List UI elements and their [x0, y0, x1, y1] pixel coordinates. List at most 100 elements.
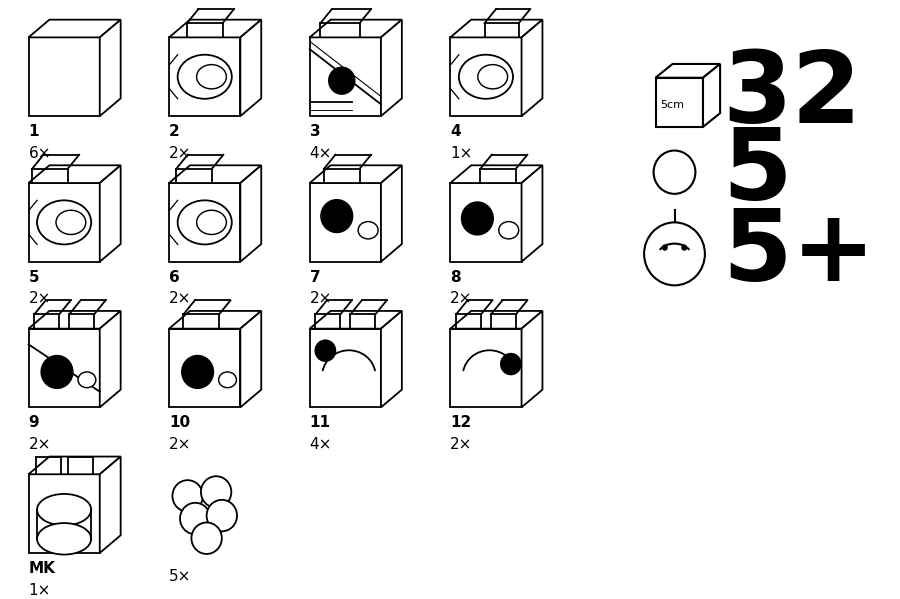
- Text: 2: 2: [169, 124, 180, 139]
- Polygon shape: [450, 183, 522, 262]
- Polygon shape: [29, 329, 100, 407]
- Polygon shape: [522, 165, 543, 262]
- Text: 5cm: 5cm: [661, 100, 684, 110]
- Text: 6×: 6×: [29, 146, 51, 161]
- Ellipse shape: [56, 210, 86, 234]
- Polygon shape: [100, 20, 121, 116]
- Text: 3: 3: [310, 124, 320, 139]
- Polygon shape: [310, 165, 402, 183]
- Text: 5×: 5×: [169, 568, 192, 584]
- Polygon shape: [655, 78, 703, 127]
- Ellipse shape: [219, 372, 237, 388]
- Circle shape: [173, 480, 202, 512]
- Polygon shape: [169, 329, 240, 407]
- Polygon shape: [29, 183, 100, 262]
- Polygon shape: [100, 456, 121, 553]
- Polygon shape: [310, 311, 402, 329]
- Polygon shape: [240, 20, 261, 116]
- Polygon shape: [522, 311, 543, 407]
- Polygon shape: [29, 20, 121, 37]
- Text: 5: 5: [722, 123, 792, 220]
- Polygon shape: [450, 20, 543, 37]
- Ellipse shape: [177, 55, 232, 99]
- Polygon shape: [522, 20, 543, 116]
- Text: 2×: 2×: [29, 437, 51, 452]
- Polygon shape: [381, 165, 402, 262]
- Polygon shape: [450, 165, 543, 183]
- Text: 5: 5: [29, 270, 39, 285]
- Circle shape: [321, 200, 353, 232]
- Text: 9: 9: [29, 415, 39, 430]
- Text: 4×: 4×: [310, 146, 332, 161]
- Circle shape: [201, 476, 231, 508]
- Text: 1×: 1×: [29, 582, 51, 597]
- Ellipse shape: [499, 222, 518, 239]
- Circle shape: [653, 150, 696, 194]
- Ellipse shape: [358, 222, 378, 239]
- Circle shape: [644, 222, 705, 285]
- Polygon shape: [310, 20, 402, 37]
- Polygon shape: [169, 37, 240, 116]
- Polygon shape: [381, 311, 402, 407]
- Circle shape: [462, 202, 493, 235]
- Text: 2×: 2×: [450, 291, 472, 306]
- Polygon shape: [450, 311, 543, 329]
- Polygon shape: [29, 474, 100, 553]
- Text: 10: 10: [169, 415, 190, 430]
- Text: 11: 11: [310, 415, 330, 430]
- Text: 2×: 2×: [450, 437, 472, 452]
- Text: 32: 32: [722, 47, 861, 144]
- Polygon shape: [240, 311, 261, 407]
- Polygon shape: [381, 20, 402, 116]
- Text: 1×: 1×: [450, 146, 472, 161]
- Ellipse shape: [177, 200, 232, 244]
- Polygon shape: [169, 20, 261, 37]
- Ellipse shape: [78, 372, 95, 388]
- Text: 2×: 2×: [169, 146, 192, 161]
- Text: MK: MK: [29, 561, 56, 576]
- Polygon shape: [169, 311, 261, 329]
- Circle shape: [207, 500, 237, 531]
- Polygon shape: [169, 183, 240, 262]
- Polygon shape: [310, 329, 381, 407]
- Polygon shape: [29, 165, 121, 183]
- Text: 2×: 2×: [169, 437, 192, 452]
- Polygon shape: [450, 37, 522, 116]
- Text: 4: 4: [450, 124, 461, 139]
- Polygon shape: [29, 37, 100, 116]
- Ellipse shape: [196, 65, 227, 89]
- Circle shape: [180, 503, 211, 534]
- Ellipse shape: [37, 523, 91, 555]
- Polygon shape: [29, 311, 121, 329]
- Circle shape: [192, 522, 221, 554]
- Ellipse shape: [37, 494, 91, 525]
- Text: 12: 12: [450, 415, 472, 430]
- Circle shape: [41, 356, 73, 388]
- Polygon shape: [240, 165, 261, 262]
- Polygon shape: [310, 183, 381, 262]
- Polygon shape: [310, 37, 381, 116]
- Polygon shape: [100, 311, 121, 407]
- Ellipse shape: [459, 55, 513, 99]
- Ellipse shape: [478, 65, 508, 89]
- Text: 2×: 2×: [29, 291, 51, 306]
- Text: 2×: 2×: [310, 291, 332, 306]
- Text: 2×: 2×: [169, 291, 192, 306]
- Circle shape: [328, 68, 355, 94]
- Text: 8: 8: [450, 270, 461, 285]
- Text: 7: 7: [310, 270, 320, 285]
- Text: 1: 1: [29, 124, 39, 139]
- Ellipse shape: [37, 200, 91, 244]
- Polygon shape: [29, 456, 121, 474]
- Polygon shape: [100, 165, 121, 262]
- Polygon shape: [450, 329, 522, 407]
- Circle shape: [681, 244, 688, 251]
- Polygon shape: [169, 165, 261, 183]
- Circle shape: [315, 340, 336, 361]
- Circle shape: [182, 356, 213, 388]
- Text: 4×: 4×: [310, 437, 332, 452]
- Text: 6: 6: [169, 270, 180, 285]
- Text: 5+: 5+: [722, 205, 876, 302]
- Polygon shape: [655, 64, 720, 78]
- Circle shape: [662, 244, 668, 251]
